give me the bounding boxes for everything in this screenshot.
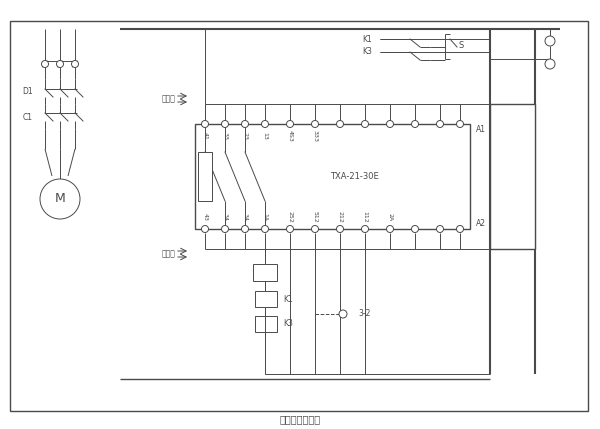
Text: 34: 34: [242, 213, 248, 221]
Circle shape: [287, 226, 293, 233]
Circle shape: [40, 179, 80, 219]
Text: 252: 252: [287, 211, 293, 223]
Circle shape: [202, 121, 209, 127]
Circle shape: [337, 226, 343, 233]
Circle shape: [437, 121, 443, 127]
Text: 112: 112: [362, 211, 367, 223]
Text: K3: K3: [283, 320, 293, 329]
Text: 起动器: 起动器: [161, 94, 175, 103]
Text: 1A: 1A: [263, 213, 268, 221]
Circle shape: [386, 226, 394, 233]
Text: A1: A1: [476, 124, 486, 133]
Circle shape: [361, 226, 368, 233]
Text: K1: K1: [362, 34, 372, 43]
Circle shape: [337, 121, 343, 127]
Circle shape: [386, 121, 394, 127]
Bar: [255, 291, 277, 307]
Circle shape: [361, 121, 368, 127]
Bar: [198, 152, 212, 201]
Circle shape: [412, 121, 419, 127]
Circle shape: [41, 60, 49, 67]
Text: 33: 33: [223, 132, 227, 140]
Text: C1: C1: [23, 112, 33, 121]
Text: TXA-21-30E: TXA-21-30E: [330, 172, 379, 181]
Text: M: M: [55, 193, 65, 205]
Bar: [253, 264, 277, 281]
Text: K3: K3: [362, 48, 372, 57]
Circle shape: [241, 226, 248, 233]
Circle shape: [311, 121, 319, 127]
Circle shape: [262, 121, 269, 127]
Text: K1: K1: [283, 294, 293, 303]
Text: 212: 212: [337, 211, 343, 223]
Text: D1: D1: [22, 88, 33, 97]
Circle shape: [311, 226, 319, 233]
Text: 起动器: 起动器: [161, 250, 175, 259]
Circle shape: [457, 226, 464, 233]
Text: 4S3: 4S3: [287, 130, 293, 142]
Circle shape: [262, 226, 269, 233]
Bar: [255, 316, 277, 332]
Circle shape: [545, 36, 555, 46]
Text: 34: 34: [223, 213, 227, 221]
Circle shape: [412, 226, 419, 233]
Text: S: S: [458, 40, 464, 49]
Circle shape: [202, 226, 209, 233]
Text: 3-2: 3-2: [358, 309, 370, 318]
Circle shape: [437, 226, 443, 233]
Circle shape: [71, 60, 79, 67]
Text: 2A: 2A: [388, 213, 392, 221]
Text: 41: 41: [203, 132, 208, 140]
Circle shape: [221, 121, 229, 127]
Circle shape: [56, 60, 64, 67]
Circle shape: [339, 310, 347, 318]
Text: 512: 512: [313, 211, 317, 223]
Circle shape: [221, 226, 229, 233]
Text: A2: A2: [476, 220, 486, 229]
Circle shape: [287, 121, 293, 127]
Text: 图意示控盘制继: 图意示控盘制继: [280, 414, 320, 424]
Bar: [490, 104, 535, 249]
Bar: [195, 124, 470, 229]
Circle shape: [457, 121, 464, 127]
Text: 23: 23: [242, 132, 248, 140]
Circle shape: [545, 59, 555, 69]
Text: 13: 13: [263, 132, 268, 140]
Text: 333: 333: [313, 130, 317, 142]
Text: 43: 43: [203, 213, 208, 221]
Circle shape: [241, 121, 248, 127]
